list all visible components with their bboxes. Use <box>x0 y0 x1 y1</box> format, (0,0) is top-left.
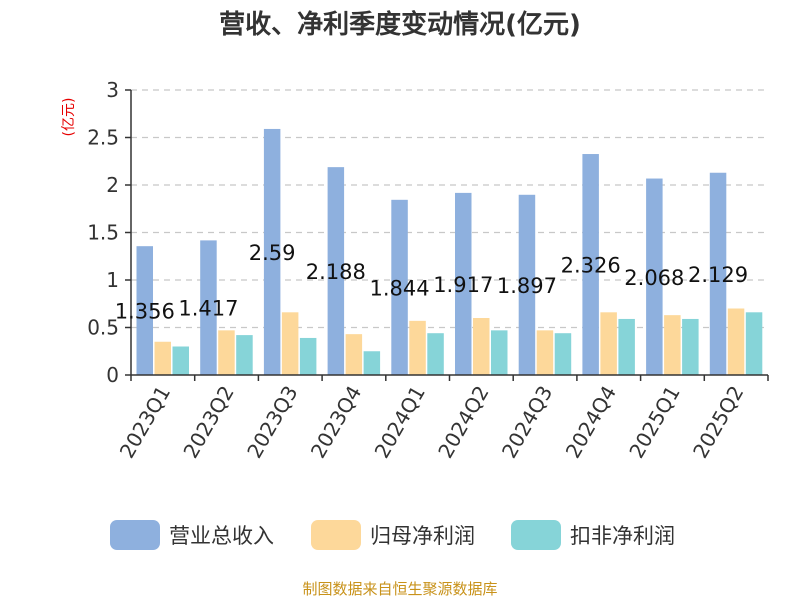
x-tick-label: 2024Q4 <box>561 382 621 463</box>
bar-2-2025Q1 <box>664 315 681 375</box>
bar-2-2024Q4 <box>600 312 617 375</box>
x-tick-label: 2025Q2 <box>688 382 748 463</box>
bar-1-2023Q1 <box>136 246 153 375</box>
data-label: 2.326 <box>561 254 621 278</box>
data-label: 1.917 <box>433 273 493 297</box>
x-tick-label: 2025Q1 <box>624 382 684 463</box>
bar-2-2023Q2 <box>218 330 235 375</box>
bar-3-2025Q2 <box>745 312 763 375</box>
x-tick-label: 2024Q2 <box>433 382 493 463</box>
bar-3-2023Q1 <box>172 346 189 375</box>
bar-1-2024Q3 <box>518 194 536 375</box>
y-tick-label: 2.5 <box>87 126 119 150</box>
bar-2-2024Q3 <box>536 330 554 375</box>
bar-3-2023Q3 <box>299 337 317 375</box>
legend-swatch-1 <box>110 520 160 550</box>
y-axis-unit-label: (亿元) <box>61 98 77 137</box>
data-label: 1.356 <box>115 300 175 324</box>
bar-2-2023Q4 <box>345 334 363 375</box>
legend-swatch-2 <box>311 520 361 550</box>
legend-label-2: 归母净利润 <box>370 524 475 548</box>
bar-3-2023Q4 <box>363 351 381 375</box>
data-label: 1.417 <box>178 297 238 321</box>
bar-3-2024Q1 <box>427 333 444 375</box>
bar-2-2024Q1 <box>409 320 426 375</box>
bar-1-2024Q4 <box>582 154 599 375</box>
data-label: 2.068 <box>624 266 684 290</box>
bar-2-2025Q2 <box>727 308 745 375</box>
bar-1-2024Q2 <box>455 192 472 375</box>
bar-3-2024Q2 <box>491 330 508 375</box>
legend-swatch-3 <box>511 520 561 550</box>
bar-3-2025Q1 <box>682 318 699 375</box>
bar-1-2025Q2 <box>709 172 727 375</box>
bar-2-2023Q1 <box>154 341 171 375</box>
legend: 营业总收入 归母净利润 扣非净利润 <box>110 520 675 550</box>
bars <box>136 128 763 375</box>
bar-1-2025Q1 <box>646 178 663 375</box>
bar-2-2024Q2 <box>473 318 490 375</box>
bar-2-2023Q3 <box>281 312 299 375</box>
bar-1-2023Q3 <box>263 128 281 375</box>
y-tick-label: 0.5 <box>87 316 119 340</box>
y-tick-label: 0 <box>106 363 119 387</box>
y-tick-label: 1 <box>106 268 119 292</box>
bar-1-2023Q4 <box>327 167 345 375</box>
bar-1-2024Q1 <box>391 199 408 375</box>
bar-3-2024Q3 <box>554 333 572 375</box>
data-label: 1.897 <box>497 274 557 298</box>
x-tick-label: 2024Q3 <box>497 382 557 463</box>
legend-label-1: 营业总收入 <box>169 524 274 548</box>
bar-1-2023Q2 <box>200 240 217 375</box>
chart-title: 营收、净利季度变动情况(亿元) <box>219 9 581 40</box>
y-tick-label: 1.5 <box>87 221 119 245</box>
data-label: 2.188 <box>306 260 366 284</box>
x-tick-label: 2023Q1 <box>115 382 175 463</box>
y-tick-label: 3 <box>106 78 119 102</box>
data-source-note: 制图数据来自恒生聚源数据库 <box>302 580 497 598</box>
x-tick-label: 2023Q4 <box>306 382 366 463</box>
x-tick-label: 2023Q3 <box>242 382 302 463</box>
bar-3-2023Q2 <box>236 335 253 375</box>
y-tick-label: 2 <box>106 173 119 197</box>
data-label: 2.129 <box>688 263 748 287</box>
bar-3-2024Q4 <box>618 318 635 375</box>
data-label: 1.844 <box>369 276 429 300</box>
x-tick-label: 2023Q2 <box>178 382 238 463</box>
data-label: 2.59 <box>249 241 296 265</box>
x-tick-label: 2024Q1 <box>370 382 430 463</box>
legend-label-3: 扣非净利润 <box>570 524 675 548</box>
